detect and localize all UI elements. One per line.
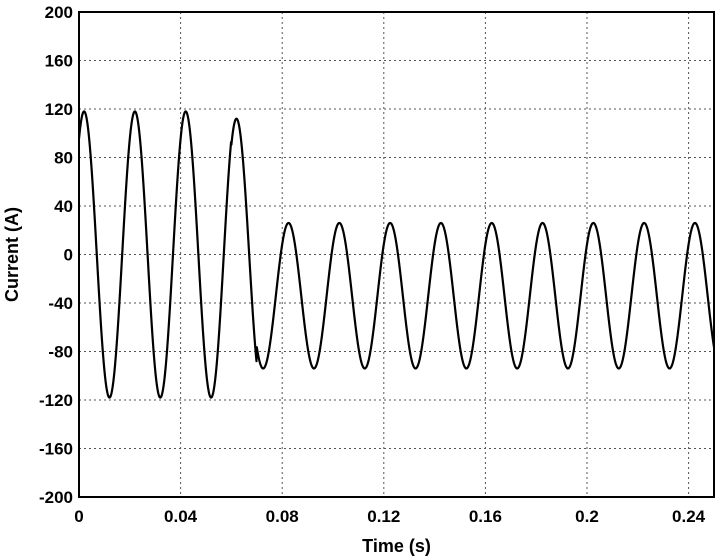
y-tick-label: -120 <box>39 391 73 410</box>
x-tick-label: 0.16 <box>469 507 502 526</box>
y-tick-label: 0 <box>64 246 73 265</box>
x-tick-label: 0.04 <box>164 507 198 526</box>
series-layer <box>77 110 716 399</box>
y-tick-label: 40 <box>54 197 73 216</box>
y-tick-label: -200 <box>39 488 73 507</box>
x-tick-label: 0.08 <box>266 507 299 526</box>
y-tick-label: -40 <box>48 294 73 313</box>
x-tick-label: 0.24 <box>672 507 706 526</box>
x-tick-label: 0.12 <box>367 507 400 526</box>
y-tick-label: -160 <box>39 440 73 459</box>
y-tick-label: 200 <box>45 3 73 22</box>
x-tick-label: 0.2 <box>575 507 599 526</box>
y-tick-labels: -200 -160 -120 -80 -40 0 40 80 120 160 200 <box>39 3 73 507</box>
x-tick-labels: 0 0.04 0.08 0.12 0.16 0.2 0.24 <box>74 507 705 526</box>
y-tick-label: 160 <box>45 52 73 71</box>
x-tick-label: 0 <box>74 507 83 526</box>
y-axis-title: Current (A) <box>2 207 22 302</box>
y-tick-label: -80 <box>48 343 73 362</box>
plot-frame <box>78 11 715 498</box>
x-axis-title: Time (s) <box>362 536 431 556</box>
y-tick-label: 120 <box>45 100 73 119</box>
current-series-line <box>77 110 716 399</box>
y-tick-label: 80 <box>54 149 73 168</box>
